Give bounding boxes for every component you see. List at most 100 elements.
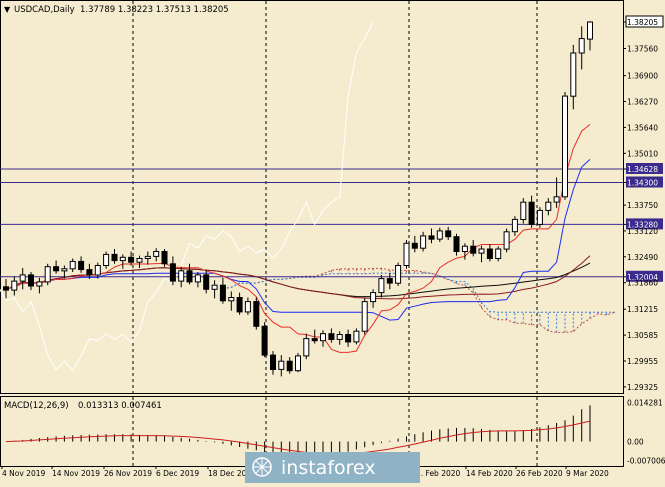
macd-tick-label: 0.00 [627,438,644,447]
candle-body [578,38,585,54]
candle [545,198,552,216]
candle-body [486,248,493,259]
candle-body [94,265,101,276]
candle [411,235,418,253]
candle-body [445,230,452,238]
candle-body [219,284,226,302]
macd-label: MACD(12,26,9) [4,401,69,411]
candle [403,240,410,269]
candle-body [470,245,477,254]
candle-body [278,360,285,370]
candle-body [228,297,235,302]
candle [286,357,293,374]
price-tick-label: 1.29325 [627,383,658,392]
candle-body [311,338,318,342]
candle [219,277,226,304]
candle [111,249,118,264]
candle [278,355,285,377]
candle [36,277,43,294]
candle-body [111,253,118,262]
candle [495,246,502,262]
time-tick-label: 14 Feb 2020 [466,469,513,478]
candle-body [236,297,243,313]
candle [186,263,193,285]
candle [320,330,326,347]
macd-tick-label: 0.014281 [627,399,663,408]
candle-body [528,201,535,225]
horizontal-levels [0,168,623,278]
candle-body [128,256,135,263]
price-tick-label: 1.31215 [627,305,658,314]
last-price-badge [625,15,664,28]
candle [486,244,493,262]
candle [303,333,310,360]
candle [228,291,235,311]
candle [570,44,577,110]
candle [61,265,68,279]
candle [386,272,393,290]
macd-panel: 0.014281 0.00 -0.007006 [5,399,665,466]
time-axis: 4 Nov 2019 14 Nov 2019 26 Nov 2019 6 Dec 20… [1,466,609,478]
time-tick-label: 9 Mar 2020 [566,469,609,478]
candle-body [478,248,485,254]
candle [503,228,510,253]
candle [78,256,85,273]
candle [236,292,243,315]
candle [470,240,477,257]
macd-tick-label: -0.007006 [627,457,665,466]
candle [353,328,360,345]
price-axis: 1.38205 1.37560 1.36900 1.36270 1.35640 1.350… [623,15,664,392]
candle-body [303,338,310,357]
candle [445,226,452,240]
candle [336,331,343,345]
price-tick-label: 1.32490 [627,253,658,262]
price-tick-label: 1.34300 [627,179,658,188]
candle-body [153,251,160,257]
candle-body [69,260,76,270]
candle-body [395,265,402,284]
candle-body [136,258,143,263]
candle [261,322,268,358]
candle [345,329,352,347]
candle-body [328,333,335,341]
candle [69,258,76,272]
candle [194,272,201,288]
tenkan-sen-line [5,124,591,353]
candle-body [36,281,43,287]
price-tick-label: 1.35010 [627,149,658,158]
candle [361,298,368,335]
price-tick-label: 1.35640 [627,123,658,132]
candle [244,297,251,315]
price-tick-label: 1.29955 [627,357,658,366]
candle-body [370,292,377,303]
kijun-sen-line [5,159,591,321]
candle-body [545,201,552,211]
candle [420,231,427,252]
price-tick-label: 1.37560 [627,45,658,54]
price-tick-label: 1.36900 [627,72,658,81]
candle [587,21,593,51]
indicator-lines [0,21,591,372]
candle-body [261,325,268,356]
candle-body [244,301,251,313]
time-tick-label: 18 Dec 2019 [208,469,256,478]
candle-body [403,242,410,267]
candle [144,251,151,265]
watermark-text: instaforex [281,457,376,479]
candle-body [178,270,185,282]
candle-body [103,253,110,266]
candle-body [144,255,151,259]
candle-body [194,274,201,283]
chart-menu-arrow-icon[interactable]: ▼ [4,5,11,14]
candle-body [428,235,435,240]
candle [53,260,60,274]
candle-body [553,196,560,203]
candle-body [161,251,168,265]
candle-body [78,260,85,271]
price-tick-label: 1.38205 [627,18,658,27]
candlesticks [3,21,593,377]
candle [461,243,468,260]
candle-body [520,201,527,220]
price-tick-label: 1.33280 [627,220,658,229]
